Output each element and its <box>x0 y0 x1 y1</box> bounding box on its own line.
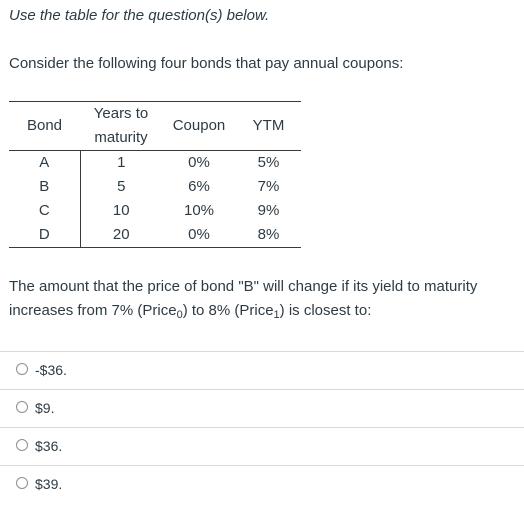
cell-bond: B <box>9 175 81 199</box>
table-row: B 5 6% 7% <box>9 175 301 199</box>
answer-option[interactable]: -$36. <box>0 351 524 389</box>
radio-button-icon[interactable] <box>16 401 28 413</box>
answer-label[interactable]: $36. <box>35 438 63 454</box>
cell-ytm: 8% <box>236 223 301 248</box>
cell-bond: D <box>9 223 81 248</box>
question-prompt: Consider the following four bonds that p… <box>9 55 404 72</box>
header-years-to-maturity: Years to maturity <box>80 101 162 151</box>
table-header-row: Bond Years to maturity Coupon YTM <box>9 101 301 151</box>
header-years-line2: maturity <box>94 129 148 146</box>
header-bond: Bond <box>9 101 80 151</box>
bonds-table: Bond Years to maturity Coupon YTM A 1 0%… <box>9 101 301 248</box>
instructions-text: Use the table for the question(s) below. <box>9 7 270 24</box>
question-text: The amount that the price of bond "B" wi… <box>9 275 519 323</box>
cell-coupon: 0% <box>188 154 210 171</box>
cell-years: 1 <box>117 154 126 171</box>
question-part2: ) to 8% (Price <box>182 302 274 319</box>
answer-label[interactable]: $39. <box>35 476 63 492</box>
cell-bond: A <box>9 150 81 175</box>
answer-option[interactable]: $36. <box>0 427 524 465</box>
question-part1: The amount that the price of bond "B" wi… <box>9 278 478 319</box>
table-row: A 1 0% 5% <box>9 150 301 175</box>
cell-coupon: 6% <box>188 178 210 195</box>
question-part3: ) is closest to: <box>279 302 372 319</box>
cell-ytm: 7% <box>257 178 280 195</box>
radio-button-icon[interactable] <box>16 363 28 375</box>
table-row: C 10 10% 9% <box>9 199 301 223</box>
cell-bond: C <box>9 199 81 223</box>
table-row: D 20 0% 8% <box>9 223 301 248</box>
answer-label[interactable]: $9. <box>35 400 55 416</box>
cell-ytm: 9% <box>257 202 280 219</box>
radio-button-icon[interactable] <box>16 439 28 451</box>
radio-button-icon[interactable] <box>16 477 28 489</box>
cell-coupon: 10% <box>183 202 215 219</box>
cell-years: 10 <box>112 202 130 219</box>
cell-ytm: 5% <box>257 154 280 171</box>
subscript-one: 1 <box>273 309 280 321</box>
cell-coupon: 0% <box>162 223 236 248</box>
header-coupon: Coupon <box>162 101 236 151</box>
subscript-zero: 0 <box>176 309 183 321</box>
answer-options: -$36. $9. $36. $39. <box>0 351 524 503</box>
header-years-line1: Years to <box>93 105 149 122</box>
answer-option[interactable]: $39. <box>0 465 524 503</box>
cell-years: 5 <box>117 178 126 195</box>
header-ytm: YTM <box>236 101 301 151</box>
answer-option[interactable]: $9. <box>0 389 524 427</box>
cell-years: 20 <box>80 223 162 248</box>
answer-label[interactable]: -$36. <box>35 362 67 378</box>
